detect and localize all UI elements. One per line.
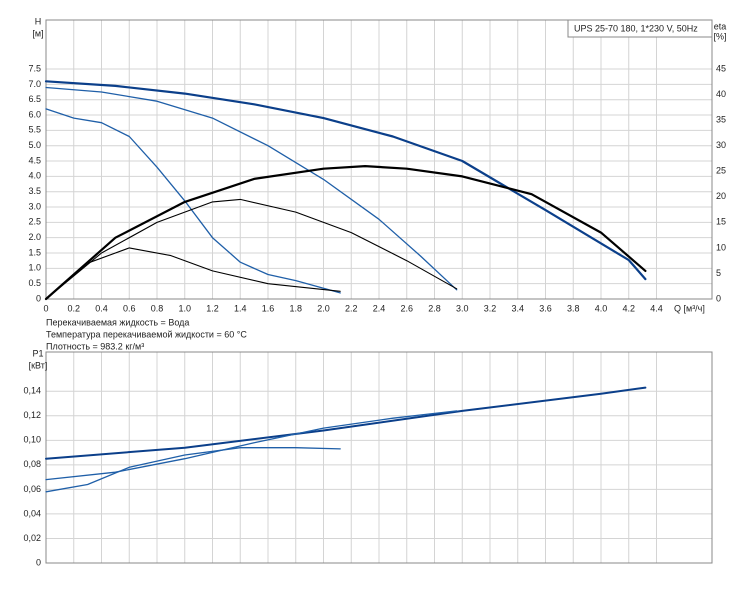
- x-tick-label: 2.2: [345, 303, 358, 313]
- curve: [45, 86, 458, 291]
- note: Температура перекачиваемой жидкости = 60…: [46, 329, 247, 339]
- y-tick-label: 5.5: [28, 125, 41, 135]
- y-tick-label: 4.0: [28, 171, 41, 181]
- x-tick-label: 2.4: [373, 303, 386, 313]
- y-tick-label: 7.0: [28, 79, 41, 89]
- efficiency-curve: [44, 165, 647, 301]
- y-tick-label: 0: [36, 293, 41, 303]
- y-tick-label: 0,06: [23, 484, 41, 494]
- y2-tick-label: 10: [716, 242, 726, 252]
- x-tick-label: 0.6: [123, 303, 136, 313]
- y2-tick-label: 5: [716, 268, 721, 278]
- note: Плотность = 983.2 кг/м³: [46, 341, 144, 351]
- x-tick-label: 1.4: [234, 303, 247, 313]
- y2-tick-label: 40: [716, 89, 726, 99]
- y2-axis-label: eta: [714, 21, 727, 31]
- curve: [45, 108, 341, 294]
- y2-tick-label: 25: [716, 166, 726, 176]
- y-tick-label: 6.5: [28, 94, 41, 104]
- efficiency-curve: [45, 198, 458, 300]
- model-label: UPS 25-70 180, 1*230 V, 50Hz: [574, 23, 698, 33]
- y2-tick-label: 20: [716, 191, 726, 201]
- y-tick-label: 0,12: [23, 410, 41, 420]
- curve: [45, 386, 647, 460]
- y-tick-label: 0,02: [23, 533, 41, 543]
- y-tick-label: 7.5: [28, 63, 41, 73]
- y-tick-label: 0: [36, 557, 41, 567]
- curve: [45, 447, 341, 493]
- y-tick-label: 2.5: [28, 217, 41, 227]
- y2-tick-label: 15: [716, 217, 726, 227]
- x-tick-label: 0.4: [95, 303, 108, 313]
- x-tick-label: 0.8: [151, 303, 164, 313]
- x-tick-label: 3.2: [484, 303, 497, 313]
- y-tick-label: 0,08: [23, 459, 41, 469]
- y-axis-unit: [м]: [32, 28, 43, 38]
- x-tick-label: 1.8: [289, 303, 302, 313]
- curve: [45, 410, 458, 481]
- y-tick-label: 0,10: [23, 435, 41, 445]
- y-tick-label: 6.0: [28, 109, 41, 119]
- x-tick-label: 2.8: [428, 303, 441, 313]
- y-tick-label: 2.0: [28, 232, 41, 242]
- y-tick-label: 3.0: [28, 201, 41, 211]
- y-axis-label: P1: [32, 348, 43, 358]
- y-tick-label: 0,04: [23, 508, 41, 518]
- x-tick-label: 1.2: [206, 303, 219, 313]
- legend-box: [567, 19, 713, 38]
- x-tick-label: 1.6: [262, 303, 275, 313]
- y2-tick-label: 45: [716, 63, 726, 73]
- x-tick-label: 0: [43, 303, 48, 313]
- y2-tick-label: 0: [716, 293, 721, 303]
- efficiency-curve: [45, 247, 341, 300]
- x-tick-label: 2.0: [317, 303, 330, 313]
- y-axis-label: H: [35, 16, 42, 26]
- y-tick-label: 5.0: [28, 140, 41, 150]
- x-tick-label: 0.2: [67, 303, 80, 313]
- y-tick-label: 3.5: [28, 186, 41, 196]
- y2-tick-label: 35: [716, 115, 726, 125]
- x-tick-label: 3.0: [456, 303, 469, 313]
- y-tick-label: 1.5: [28, 247, 41, 257]
- x-tick-label: 3.8: [567, 303, 580, 313]
- y-tick-label: 0,14: [23, 386, 41, 396]
- plot-frame: [45, 19, 713, 300]
- note: Перекачиваемая жидкость = Вода: [46, 317, 189, 327]
- y-axis-unit: [кВт]: [29, 360, 48, 370]
- y-tick-label: 0.5: [28, 278, 41, 288]
- x-tick-label: 3.6: [539, 303, 552, 313]
- curve: [44, 80, 647, 281]
- y-tick-label: 4.5: [28, 155, 41, 165]
- x-axis-label: Q [м³/ч]: [674, 303, 705, 313]
- x-tick-label: 4.0: [595, 303, 608, 313]
- x-tick-label: 4.4: [650, 303, 663, 313]
- x-tick-label: 3.4: [511, 303, 524, 313]
- plot-frame: [45, 351, 713, 564]
- y2-tick-label: 30: [716, 140, 726, 150]
- y-tick-label: 1.0: [28, 263, 41, 273]
- y2-axis-unit: [%]: [713, 31, 726, 41]
- x-tick-label: 1.0: [178, 303, 191, 313]
- x-tick-label: 4.2: [622, 303, 635, 313]
- x-tick-label: 2.6: [400, 303, 413, 313]
